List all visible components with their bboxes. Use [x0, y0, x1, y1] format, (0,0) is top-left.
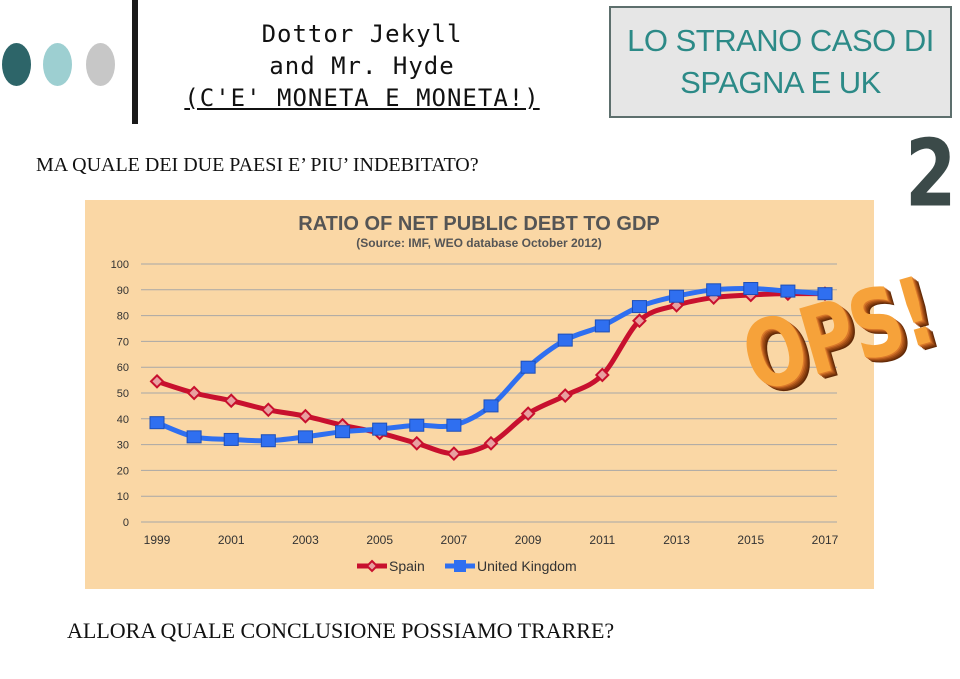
data-point-uk	[483, 399, 499, 413]
chart-title: RATIO OF NET PUBLIC DEBT TO GDP	[298, 213, 659, 235]
title-line-1: Dottor Jekyll	[261, 20, 463, 48]
data-point-spain	[557, 388, 573, 403]
legend-marker-spain	[365, 559, 379, 573]
data-point-spain	[520, 406, 536, 422]
slide-number: 2	[905, 120, 957, 228]
y-tick-label: 50	[117, 388, 129, 400]
debt-ratio-chart: RATIO OF NET PUBLIC DEBT TO GDP(Source: …	[85, 200, 874, 589]
data-point-uk	[557, 333, 573, 347]
legend-marker-uk	[454, 560, 466, 572]
title-line-2: and Mr. Hyde	[269, 52, 455, 80]
data-point-uk	[706, 283, 722, 297]
data-point-uk	[780, 284, 796, 298]
y-tick-label: 10	[117, 491, 129, 503]
x-tick-label: 2015	[737, 533, 764, 547]
data-point-uk	[335, 425, 351, 439]
y-tick-label: 70	[117, 336, 129, 348]
data-point-uk	[743, 282, 759, 296]
data-point-uk	[409, 418, 425, 432]
legend-label: Spain	[389, 558, 425, 574]
topic-line-1: LO STRANO CASO DI	[627, 23, 934, 58]
y-tick-label: 90	[117, 285, 129, 297]
data-point-spain	[483, 435, 499, 451]
x-tick-label: 2007	[441, 533, 468, 547]
data-point-uk	[223, 432, 239, 446]
title-divider	[132, 0, 138, 124]
question-text: MA QUALE DEI DUE PAESI E’ PIU’ INDEBITAT…	[36, 154, 479, 176]
decorative-dot-light	[43, 43, 72, 86]
data-point-uk	[631, 300, 647, 314]
data-point-spain	[446, 446, 462, 462]
chart-subtitle: (Source: IMF, WEO database October 2012)	[356, 236, 601, 250]
y-tick-label: 100	[111, 259, 129, 271]
conclusion-text: ALLORA QUALE CONCLUSIONE POSSIAMO TRARRE…	[67, 618, 615, 643]
y-tick-label: 40	[117, 414, 129, 426]
data-point-uk	[817, 287, 833, 301]
data-point-uk	[260, 434, 276, 448]
legend-label: United Kingdom	[477, 558, 577, 574]
decorative-dot-dark	[2, 43, 31, 86]
decorative-dot-grey	[86, 43, 115, 86]
data-point-uk	[149, 416, 165, 430]
slide-title: Dottor Jekyll and Mr. Hyde (C'E' MONETA …	[140, 18, 584, 114]
x-tick-label: 2003	[292, 533, 319, 547]
y-tick-label: 0	[123, 517, 129, 529]
x-tick-label: 2005	[366, 533, 393, 547]
y-tick-label: 60	[117, 362, 129, 374]
title-line-3: (C'E' MONETA E MONETA!)	[184, 84, 540, 112]
data-point-spain	[632, 313, 647, 329]
data-point-uk	[594, 319, 610, 333]
x-tick-label: 2009	[515, 533, 542, 547]
topic-box: LO STRANO CASO DI SPAGNA E UK	[609, 6, 952, 118]
x-tick-label: 1999	[144, 533, 171, 547]
data-point-spain	[594, 367, 610, 383]
data-point-uk	[372, 422, 388, 436]
chart-background	[85, 200, 874, 589]
x-tick-label: 2017	[812, 533, 839, 547]
x-tick-label: 2013	[663, 533, 690, 547]
data-point-uk	[446, 418, 462, 432]
data-point-spain	[260, 402, 276, 418]
data-point-spain	[149, 373, 165, 389]
x-tick-label: 2001	[218, 533, 245, 547]
data-point-uk	[520, 360, 536, 374]
y-tick-label: 30	[117, 440, 129, 452]
data-point-spain	[223, 393, 239, 409]
x-tick-label: 2011	[589, 533, 615, 547]
data-point-spain	[298, 408, 313, 424]
y-tick-label: 80	[117, 311, 129, 323]
data-point-uk	[669, 289, 685, 303]
data-point-spain	[409, 435, 425, 451]
data-point-uk	[186, 430, 202, 444]
y-tick-label: 20	[117, 465, 129, 477]
data-point-uk	[297, 430, 313, 444]
data-point-spain	[186, 385, 202, 401]
topic-line-2: SPAGNA E UK	[680, 65, 881, 100]
